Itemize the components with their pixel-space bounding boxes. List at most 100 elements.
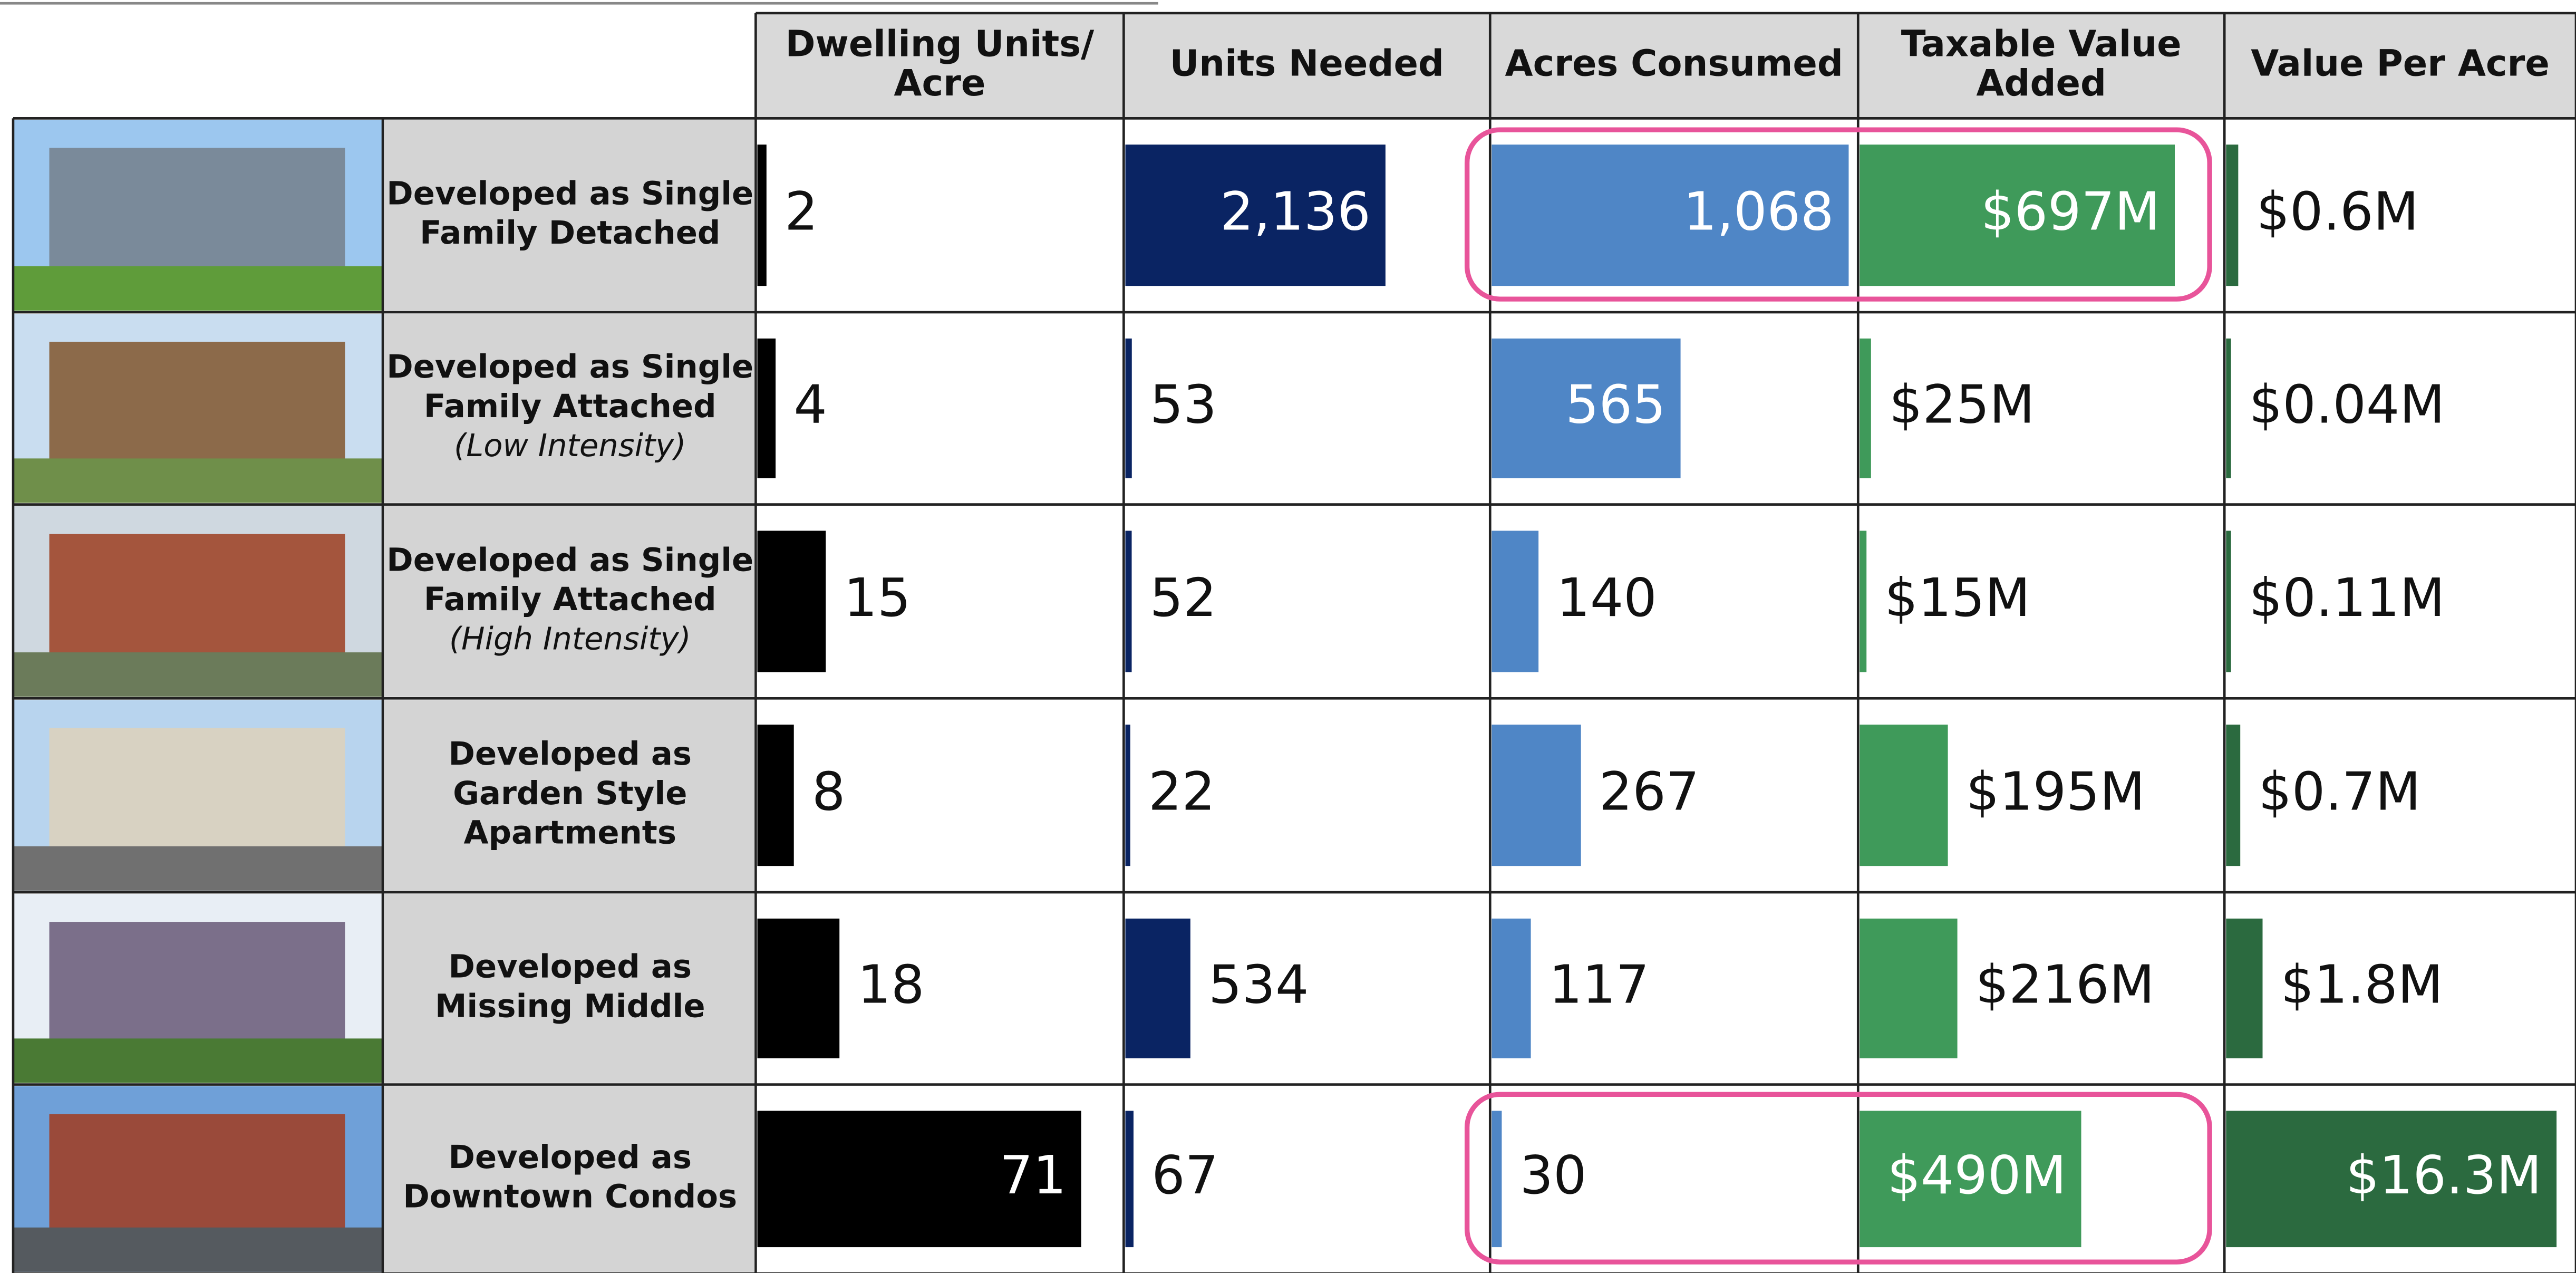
highlight-box [1464, 127, 2212, 302]
column-header: Value Per Acre [2251, 43, 2550, 85]
bar [1860, 1111, 2081, 1248]
bar [757, 531, 826, 672]
value-label: 8 [812, 760, 845, 822]
value-label: 71 [1000, 1144, 1067, 1206]
value-label: $25M [1889, 374, 2035, 436]
bar [2226, 531, 2231, 672]
photo-ground [13, 846, 383, 891]
bar [1125, 918, 1190, 1058]
value-label: 22 [1148, 760, 1215, 822]
header-cell [2224, 13, 2576, 119]
row-label-cell [384, 314, 754, 503]
value-label: $490M [1887, 1144, 2067, 1206]
column-header: Acre [894, 62, 985, 104]
value-label: 1,068 [1683, 181, 1834, 243]
bar [1492, 531, 1539, 672]
bar [1125, 338, 1132, 478]
photo-ground [13, 1227, 383, 1272]
photo-ground [13, 1038, 383, 1083]
header-cell [756, 13, 1124, 119]
value-label: $16.3M [2346, 1144, 2542, 1206]
bar [1492, 338, 1681, 478]
bar [2226, 338, 2231, 478]
bar [2226, 144, 2239, 286]
value-label: 67 [1151, 1144, 1218, 1206]
row-label: Apartments [464, 815, 676, 852]
photo-building [49, 728, 345, 848]
bar [1125, 725, 1130, 866]
row-label: Family Attached [424, 388, 716, 425]
bar [1860, 918, 1958, 1058]
bar [1860, 531, 1867, 672]
value-label: 53 [1150, 374, 1217, 436]
value-label: $0.04M [2249, 374, 2445, 436]
value-label: 117 [1549, 954, 1649, 1016]
bar [1492, 918, 1531, 1058]
bar [2226, 1111, 2557, 1248]
column-header: Taxable Value [1901, 23, 2182, 65]
value-label: $15M [1885, 567, 2030, 629]
table-body: Dwelling Units/Acre Units Needed Acres Con… [12, 12, 2576, 1273]
value-label: $0.6M [2257, 181, 2419, 243]
bar [757, 918, 840, 1058]
value-label: 565 [1565, 374, 1665, 436]
value-label: 267 [1599, 760, 1699, 822]
value-label: $195M [1966, 760, 2145, 822]
row-label-cell [384, 1086, 754, 1272]
value-label: $0.11M [2249, 567, 2445, 629]
row-label-cell [384, 894, 754, 1083]
photo-building [49, 1114, 345, 1229]
bar [1492, 144, 1849, 286]
bar [1860, 338, 1871, 478]
column-header: Added [1976, 62, 2106, 104]
bar [1860, 725, 1948, 866]
row-label: Garden Style [453, 775, 687, 812]
value-label: 4 [793, 374, 827, 436]
value-label: 2,136 [1220, 181, 1370, 243]
bar [1492, 1111, 1502, 1248]
value-label: 52 [1150, 567, 1217, 629]
value-label: $697M [1981, 181, 2160, 243]
row-label: Family Attached [424, 581, 716, 618]
bar [2226, 725, 2241, 866]
photo-ground [13, 652, 383, 697]
photo-ground [13, 458, 383, 503]
bar [2226, 918, 2263, 1058]
photo-building [49, 922, 345, 1040]
value-label: 30 [1520, 1144, 1587, 1206]
row-label: Family Detached [420, 215, 720, 252]
column-header: Acres Consumed [1505, 43, 1843, 85]
column-header: Dwelling Units/ [786, 23, 1095, 65]
row-label: Developed as Single [386, 175, 753, 212]
row-label: Developed as Single [386, 349, 753, 385]
row-label: Developed as [449, 1139, 692, 1176]
header-cell [1124, 13, 1490, 119]
bar [1125, 1111, 1134, 1248]
bar [1125, 531, 1132, 672]
value-label: 534 [1208, 954, 1309, 1016]
header-cell [1858, 13, 2225, 119]
photo-ground [13, 266, 383, 311]
value-label: 15 [844, 567, 911, 629]
value-label: $216M [1975, 954, 2155, 1016]
bar [757, 338, 776, 478]
photo-building [49, 534, 345, 654]
row-label: Missing Middle [435, 988, 705, 1025]
value-label: $0.7M [2258, 760, 2420, 822]
row-label-cell [384, 506, 754, 697]
row-label: Downtown Condos [403, 1179, 737, 1216]
bar [757, 725, 794, 866]
photo-building [49, 148, 345, 268]
header-cell [1490, 13, 1858, 119]
photo-building [49, 342, 345, 460]
row-note: (Low Intensity) [454, 427, 686, 464]
bar [1492, 725, 1581, 866]
highlight-box [1464, 1092, 2212, 1265]
row-label: Developed as [449, 949, 692, 986]
row-note: (High Intensity) [449, 620, 691, 657]
column-header: Units Needed [1170, 43, 1444, 85]
row-label-cell [384, 120, 754, 311]
value-label: 140 [1556, 567, 1657, 629]
